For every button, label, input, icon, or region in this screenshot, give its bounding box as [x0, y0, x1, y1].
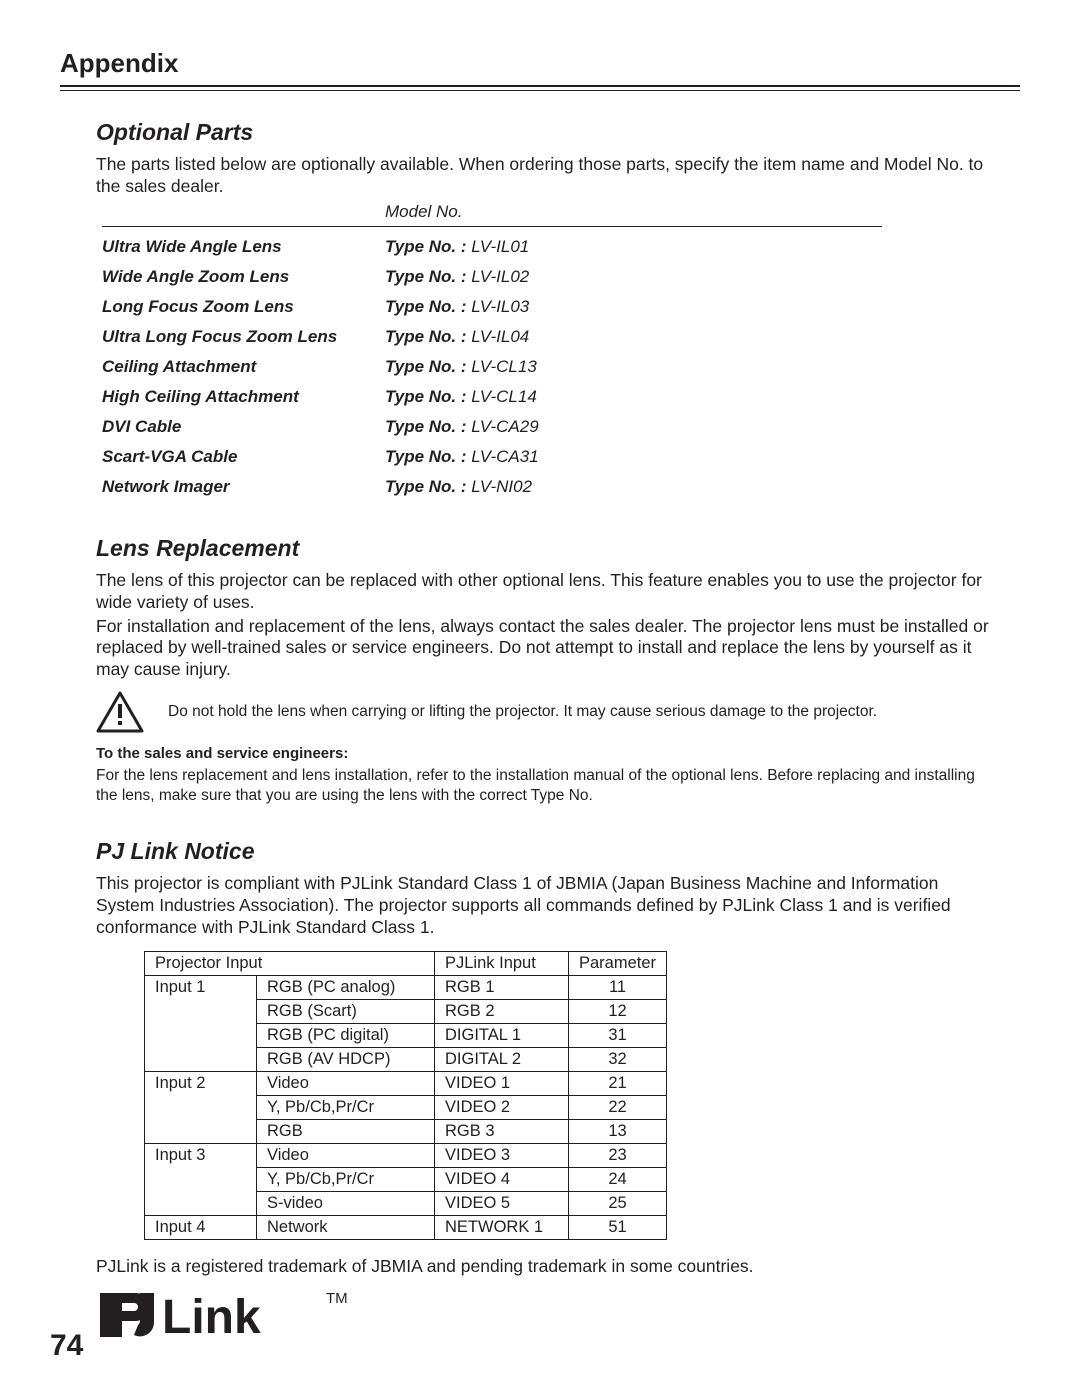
table-cell: VIDEO 5	[435, 1192, 569, 1216]
table-cell: DIGITAL 2	[435, 1048, 569, 1072]
table-cell: Input 2	[145, 1072, 257, 1144]
pjlink-intro: This projector is compliant with PJLink …	[96, 873, 1000, 939]
table-cell: 11	[569, 976, 667, 1000]
table-cell: Y, Pb/Cb,Pr/Cr	[257, 1168, 435, 1192]
svg-text:Link: Link	[162, 1291, 261, 1344]
part-row: DVI CableType No. : LV-CA29	[102, 417, 1000, 437]
model-no-header: Model No.	[385, 202, 1000, 222]
table-cell: VIDEO 3	[435, 1144, 569, 1168]
part-row: Network ImagerType No. : LV-NI02	[102, 477, 1000, 497]
lens-paragraph-1: The lens of this projector can be replac…	[96, 570, 1000, 614]
part-type: Type No. : LV-IL03	[385, 297, 529, 317]
warning-row: Do not hold the lens when carrying or li…	[96, 691, 1000, 733]
table-cell: 32	[569, 1048, 667, 1072]
part-type: Type No. : LV-IL04	[385, 327, 529, 347]
optional-parts-title: Optional Parts	[96, 119, 1000, 146]
table-cell: Input 3	[145, 1144, 257, 1216]
part-row: Ceiling AttachmentType No. : LV-CL13	[102, 357, 1000, 377]
table-cell: Video	[257, 1072, 435, 1096]
part-name: Ceiling Attachment	[102, 357, 385, 377]
table-cell: DIGITAL 1	[435, 1024, 569, 1048]
table-cell: 31	[569, 1024, 667, 1048]
part-row: High Ceiling AttachmentType No. : LV-CL1…	[102, 387, 1000, 407]
table-cell: Input 4	[145, 1216, 257, 1240]
page-header: Appendix	[60, 48, 1020, 79]
part-row: Ultra Long Focus Zoom LensType No. : LV-…	[102, 327, 1000, 347]
table-cell: RGB 1	[435, 976, 569, 1000]
parts-table-rule	[102, 226, 882, 227]
table-header-cell: PJLink Input	[435, 952, 569, 976]
table-cell: S-video	[257, 1192, 435, 1216]
part-type: Type No. : LV-CL14	[385, 387, 537, 407]
engineers-heading: To the sales and service engineers:	[96, 745, 1000, 762]
engineers-text: For the lens replacement and lens instal…	[96, 766, 1000, 806]
part-type: Type No. : LV-CA31	[385, 447, 539, 467]
table-cell: Y, Pb/Cb,Pr/Cr	[257, 1096, 435, 1120]
table-cell: Video	[257, 1144, 435, 1168]
pjlink-table: Projector InputPJLink InputParameterInpu…	[144, 951, 667, 1240]
header-rule	[60, 85, 1020, 91]
part-row: Ultra Wide Angle LensType No. : LV-IL01	[102, 237, 1000, 257]
table-cell: RGB 2	[435, 1000, 569, 1024]
table-cell: Network	[257, 1216, 435, 1240]
table-row: Projector InputPJLink InputParameter	[145, 952, 667, 976]
pjlink-footnote: PJLink is a registered trademark of JBMI…	[96, 1256, 1000, 1277]
optional-parts-intro: The parts listed below are optionally av…	[96, 154, 1000, 198]
table-row: Input 2VideoVIDEO 121	[145, 1072, 667, 1096]
table-header-cell: Projector Input	[145, 952, 435, 976]
table-cell: 25	[569, 1192, 667, 1216]
table-cell: 13	[569, 1120, 667, 1144]
part-type: Type No. : LV-IL02	[385, 267, 529, 287]
table-cell: RGB (PC digital)	[257, 1024, 435, 1048]
table-row: Input 1RGB (PC analog)RGB 111	[145, 976, 667, 1000]
table-row: Input 4NetworkNETWORK 151	[145, 1216, 667, 1240]
part-name: High Ceiling Attachment	[102, 387, 385, 407]
table-cell: RGB (Scart)	[257, 1000, 435, 1024]
pjlink-logo: Link TM	[96, 1287, 1000, 1350]
part-type: Type No. : LV-CA29	[385, 417, 539, 437]
part-name: Scart-VGA Cable	[102, 447, 385, 467]
lens-title: Lens Replacement	[96, 535, 1000, 562]
part-name: Network Imager	[102, 477, 385, 497]
table-cell: 21	[569, 1072, 667, 1096]
table-cell: 12	[569, 1000, 667, 1024]
part-name: Wide Angle Zoom Lens	[102, 267, 385, 287]
warning-icon	[96, 691, 144, 733]
table-cell: 23	[569, 1144, 667, 1168]
part-name: Ultra Wide Angle Lens	[102, 237, 385, 257]
part-row: Long Focus Zoom LensType No. : LV-IL03	[102, 297, 1000, 317]
part-type: Type No. : LV-IL01	[385, 237, 529, 257]
part-type: Type No. : LV-CL13	[385, 357, 537, 377]
table-cell: RGB	[257, 1120, 435, 1144]
table-cell: VIDEO 2	[435, 1096, 569, 1120]
table-cell: NETWORK 1	[435, 1216, 569, 1240]
table-cell: RGB 3	[435, 1120, 569, 1144]
table-cell: 51	[569, 1216, 667, 1240]
lens-paragraph-2: For installation and replacement of the …	[96, 616, 1000, 682]
table-cell: RGB (PC analog)	[257, 976, 435, 1000]
part-row: Scart-VGA CableType No. : LV-CA31	[102, 447, 1000, 467]
table-header-cell: Parameter	[569, 952, 667, 976]
part-name: DVI Cable	[102, 417, 385, 437]
part-type: Type No. : LV-NI02	[385, 477, 532, 497]
table-cell: RGB (AV HDCP)	[257, 1048, 435, 1072]
part-row: Wide Angle Zoom LensType No. : LV-IL02	[102, 267, 1000, 287]
part-name: Ultra Long Focus Zoom Lens	[102, 327, 385, 347]
table-cell: VIDEO 4	[435, 1168, 569, 1192]
optional-parts-table: Model No. Ultra Wide Angle LensType No. …	[102, 202, 1000, 497]
svg-text:TM: TM	[326, 1290, 348, 1307]
part-name: Long Focus Zoom Lens	[102, 297, 385, 317]
page-number: 74	[50, 1329, 83, 1363]
pjlink-title: PJ Link Notice	[96, 838, 1000, 865]
table-cell: Input 1	[145, 976, 257, 1072]
table-cell: 22	[569, 1096, 667, 1120]
table-cell: 24	[569, 1168, 667, 1192]
table-row: Input 3VideoVIDEO 323	[145, 1144, 667, 1168]
table-cell: VIDEO 1	[435, 1072, 569, 1096]
warning-text: Do not hold the lens when carrying or li…	[168, 702, 877, 722]
